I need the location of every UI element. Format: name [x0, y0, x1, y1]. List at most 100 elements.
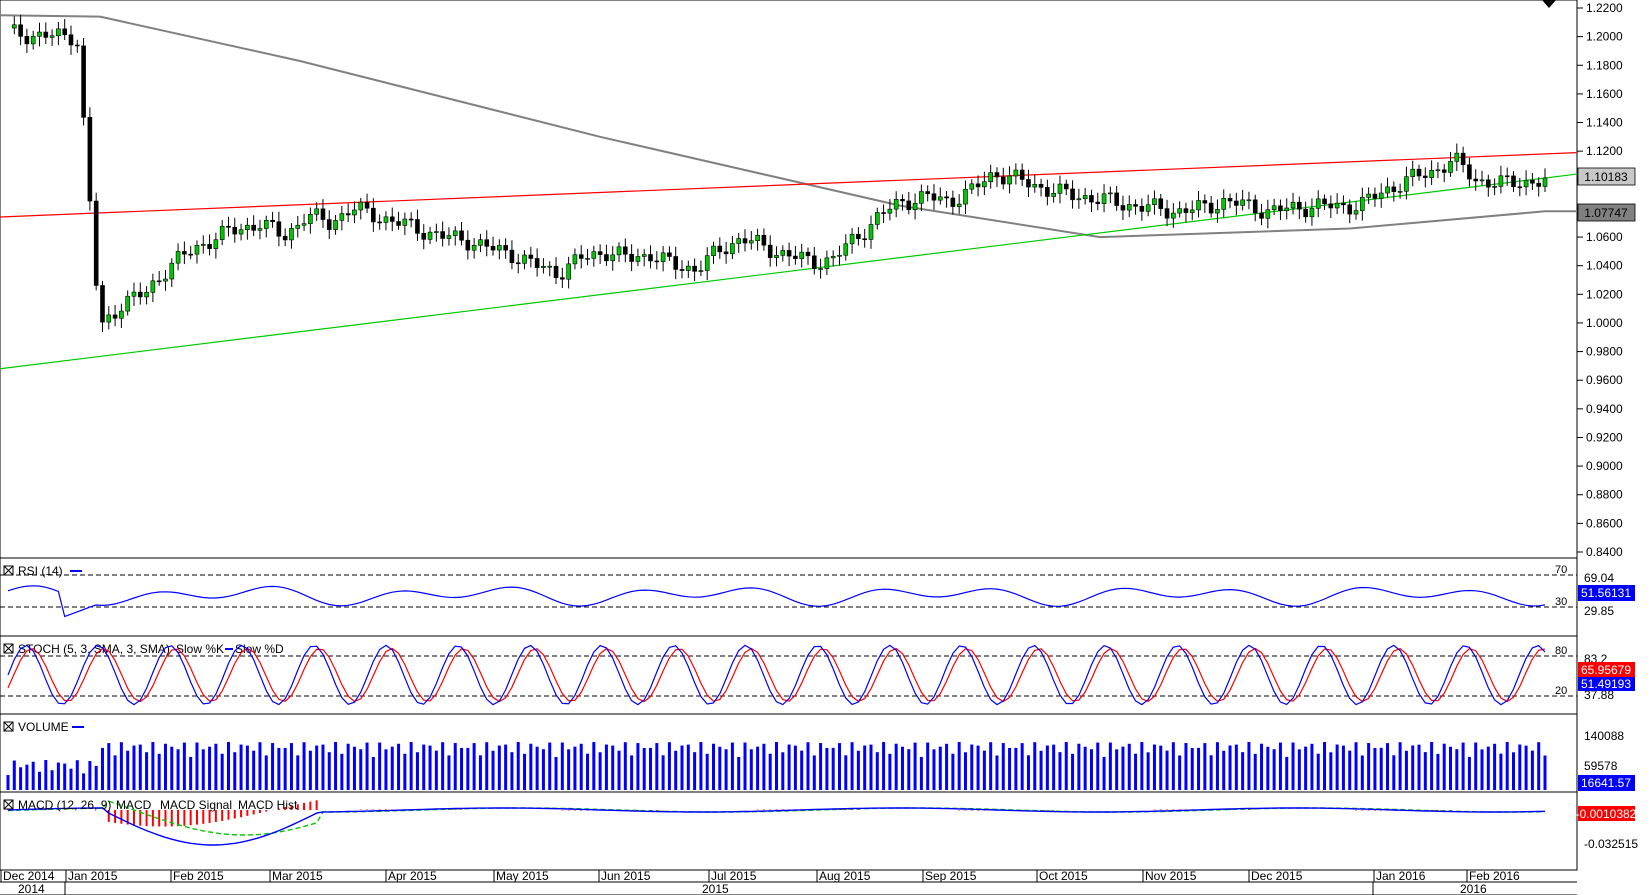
macd-hist-bar	[296, 804, 299, 810]
candle-body	[648, 254, 653, 262]
volume-bar	[397, 743, 401, 790]
support-trendline	[0, 173, 1578, 370]
volume-bar	[132, 745, 136, 790]
volume-bar	[258, 742, 262, 790]
volume-bar	[308, 750, 312, 790]
candlestick-series	[11, 14, 1548, 332]
macd-hist-bar	[240, 810, 243, 818]
volume-bar	[963, 752, 967, 790]
candle-body	[931, 193, 937, 201]
candle-body	[484, 239, 490, 247]
year-label-2014: 2014	[18, 882, 45, 895]
macd-hist-bar	[202, 810, 205, 824]
candle-body	[560, 277, 565, 280]
candle-body	[1416, 168, 1422, 177]
macd-close-icon[interactable]	[3, 799, 14, 810]
scroll-marker-icon[interactable]	[1542, 0, 1556, 8]
candle-body	[339, 213, 345, 221]
volume-bar	[252, 750, 256, 790]
macd-hist-bar	[1229, 809, 1232, 810]
candle-body	[1215, 209, 1220, 214]
stoch-close-icon[interactable]	[3, 643, 14, 654]
candle-body	[1158, 198, 1164, 209]
volume-bar	[504, 744, 508, 790]
candle-body	[1511, 175, 1516, 188]
volume-bar	[680, 745, 684, 790]
volume-bar	[1127, 743, 1131, 790]
rsi-close-icon[interactable]	[3, 565, 14, 576]
candle-body	[1082, 195, 1088, 200]
price-tick-label: 0.9000	[1586, 459, 1623, 473]
volume-bar	[472, 743, 476, 790]
candle-body	[572, 254, 578, 265]
candle-body	[226, 225, 231, 228]
candle-body	[925, 191, 930, 195]
volume-bar	[69, 768, 73, 790]
volume-bar	[995, 755, 999, 790]
macd-hist-bar	[265, 810, 268, 812]
candle-body	[1542, 177, 1548, 187]
volume-bar	[466, 747, 470, 790]
macd-hist-bar	[177, 810, 180, 827]
volume-close-icon[interactable]	[3, 721, 14, 732]
candle-body	[749, 240, 754, 244]
candle-body	[87, 117, 93, 202]
volume-bar	[913, 742, 917, 790]
volume-bar	[1152, 744, 1156, 790]
candle-body	[24, 36, 30, 45]
candle-body	[1498, 175, 1504, 187]
volume-bar	[12, 760, 16, 790]
macd-hist-bar	[120, 810, 123, 824]
candle-body	[566, 263, 571, 280]
volume-bar	[1071, 753, 1075, 790]
stoch-level-80-label: 80	[1555, 645, 1567, 657]
volume-bar	[239, 744, 243, 790]
candle-body	[1473, 178, 1479, 182]
candle-body	[1208, 202, 1214, 214]
candle-body	[74, 44, 80, 47]
volume-bar	[422, 744, 426, 790]
volume-panel: VOLUME 140088 59578 16641.57	[0, 713, 1635, 793]
candle-body	[371, 207, 376, 223]
macd-hist-bar	[1172, 809, 1175, 810]
volume-bar	[245, 745, 249, 790]
candle-body	[1051, 193, 1056, 197]
candle-body	[137, 291, 143, 298]
volume-bar	[289, 743, 293, 790]
volume-bar	[787, 744, 791, 790]
volume-bar	[819, 743, 823, 790]
candle-body	[270, 219, 275, 223]
volume-bar	[283, 747, 287, 790]
volume-bar	[415, 752, 419, 790]
candle-body	[232, 227, 238, 235]
volume-bar	[1449, 746, 1453, 790]
candle-body	[610, 254, 616, 262]
volume-bar	[220, 753, 224, 790]
candle-body	[1019, 169, 1025, 180]
volume-bar	[1260, 743, 1264, 790]
candle-body	[793, 255, 798, 259]
macd-hist-bar	[126, 810, 129, 825]
candle-body	[150, 280, 156, 293]
volume-bar	[718, 746, 722, 790]
candle-body	[1309, 207, 1315, 218]
volume-bar	[951, 753, 955, 790]
volume-bar	[371, 756, 375, 790]
candle-body	[1385, 186, 1390, 194]
candle-body	[320, 208, 326, 220]
macd-hist-bar	[573, 810, 576, 811]
volume-bar	[100, 747, 104, 790]
month-labels: Dec 2014 Jan 2015 Feb 2015 Mar 2015 Apr 2015…	[0, 869, 1520, 883]
volume-bar	[1102, 756, 1106, 790]
candle-body	[975, 183, 981, 188]
price-tick-label: 1.0600	[1586, 230, 1623, 244]
candle-body	[805, 251, 811, 257]
volume-bar	[31, 761, 35, 790]
month-label: Jul 2015	[711, 869, 757, 883]
candle-body	[1479, 179, 1485, 182]
candle-body	[452, 230, 458, 236]
candle-body	[1164, 208, 1170, 219]
candle-body	[1171, 212, 1176, 219]
volume-bar	[1505, 742, 1509, 790]
macd-hist-bar	[303, 802, 306, 810]
